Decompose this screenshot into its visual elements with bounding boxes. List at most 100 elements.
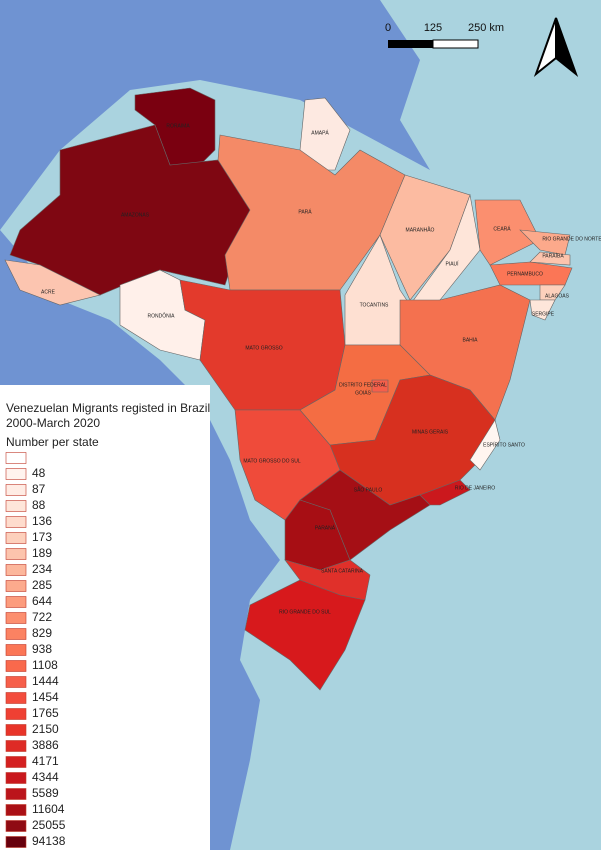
neighbour-land: [0, 0, 430, 230]
legend-swatch: [5, 564, 27, 576]
legend-label: 94138: [32, 834, 66, 848]
state-label: ESPÍRITO SANTO: [483, 441, 525, 448]
legend-label: 938: [32, 642, 52, 656]
legend-label: 189: [32, 546, 52, 560]
legend-swatch: [5, 532, 27, 544]
state: [379, 174, 471, 301]
state-label: SERGIPE: [532, 311, 555, 317]
state-label: MATO GROSSO DO SUL: [243, 458, 301, 464]
state-label: MINAS GERAIS: [412, 429, 449, 435]
legend-label: 136: [32, 514, 52, 528]
state: [217, 134, 406, 291]
state-label: GOIÁS: [355, 389, 372, 396]
state: [474, 199, 541, 266]
legend-label: 2150: [32, 722, 59, 736]
scale-label: 250 km: [468, 22, 504, 34]
legend-swatch: [5, 836, 27, 848]
legend-swatch: [5, 612, 27, 624]
legend-label: 1765: [32, 706, 59, 720]
legend-label: 234: [32, 562, 52, 576]
legend-title: 2000-March 2020: [6, 416, 100, 430]
legend-swatch: [5, 804, 27, 816]
legend-swatch: [5, 660, 27, 672]
legend-swatch: [5, 452, 27, 464]
state: [244, 579, 366, 691]
scale-segment: [432, 39, 479, 49]
state-label: SANTA CATARINA: [321, 568, 364, 574]
legend-label: 1108: [32, 658, 58, 672]
legend-label: 285: [32, 578, 52, 592]
state-label: PERNAMBUCO: [507, 271, 543, 277]
state-label: RIO GRANDE DO SUL: [279, 609, 331, 615]
legend-entries: 48 87 88 136 173 189 234 285 644 722 829 938 1108 144…: [5, 452, 66, 848]
legend-swatch: [5, 820, 27, 832]
legend-swatch: [5, 580, 27, 592]
legend-label: 1454: [32, 690, 59, 704]
state: [4, 259, 101, 306]
legend-swatch: [5, 644, 27, 656]
scale-bar: 0 125 250 km: [385, 22, 504, 49]
state-label: BAHIA: [462, 337, 478, 343]
legend-subtitle: Number per state: [6, 435, 99, 449]
legend-box: [0, 385, 210, 850]
state-label: MATO GROSSO: [245, 345, 282, 351]
legend-swatch: [5, 516, 27, 528]
state: [529, 251, 571, 266]
legend-swatch: [5, 548, 27, 560]
state-label: RIO DE JANEIRO: [455, 485, 495, 491]
legend-label: 173: [32, 530, 52, 544]
state-label: AMAZONAS: [121, 212, 150, 218]
state-label: SÃO PAULO: [354, 486, 383, 493]
state: [489, 261, 573, 286]
state: [469, 419, 501, 471]
scale-label: 125: [424, 22, 442, 34]
states: RORAIMA AMAPÁ AMAZONAS PARÁ MARANHÃO PIAUÍ CEA…: [4, 87, 601, 691]
state-label: TOCANTINS: [360, 302, 389, 308]
state-label: RORAIMA: [166, 123, 190, 129]
state: [529, 299, 556, 321]
legend-swatch: [5, 724, 27, 736]
legend-swatch: [5, 708, 27, 720]
state-label: AMAPÁ: [311, 129, 329, 136]
state-label: ALAGOAS: [545, 293, 570, 299]
legend-swatch: [5, 484, 27, 496]
state-label: ACRE: [41, 289, 56, 295]
legend-label: 88: [32, 498, 46, 512]
legend-label: 4344: [32, 770, 59, 784]
legend-swatch: [5, 756, 27, 768]
legend-label: 5589: [32, 786, 59, 800]
state-label: PARANÁ: [315, 524, 336, 531]
state: [419, 479, 471, 506]
scale-segment: [388, 40, 433, 48]
legend-swatch: [5, 788, 27, 800]
north-arrow-half: [555, 17, 579, 77]
legend-label: 4171: [32, 754, 59, 768]
legend-swatch: [5, 500, 27, 512]
legend-label: 1444: [32, 674, 59, 688]
legend-title: Venezuelan Migrants registed in Brazil: [6, 401, 210, 415]
legend-label: 48: [32, 466, 46, 480]
legend-swatch: [5, 692, 27, 704]
state-label: PARÁ: [298, 208, 312, 215]
state-label: RONDÔNIA: [148, 312, 176, 319]
legend-swatch: [5, 468, 27, 480]
legend-label: 3886: [32, 738, 59, 752]
state-label: CEARÁ: [493, 225, 511, 232]
state-label: PIAUÍ: [445, 260, 459, 267]
north-arrow: [533, 17, 579, 77]
legend-swatch: [5, 772, 27, 784]
state-label: MARANHÃO: [406, 226, 435, 233]
legend-label: 25055: [32, 818, 66, 832]
state: [371, 379, 389, 393]
legend-label: 87: [32, 482, 46, 496]
legend-label: 11604: [32, 802, 65, 816]
legend-label: 829: [32, 626, 52, 640]
legend-swatch: [5, 740, 27, 752]
scale-label: 0: [385, 22, 391, 34]
state-label: PARAÍBA: [542, 252, 564, 259]
state-label: RIO GRANDE DO NORTE: [542, 236, 601, 242]
legend-swatch: [5, 628, 27, 640]
legend-label: 722: [32, 610, 52, 624]
legend-label: 644: [32, 594, 52, 608]
